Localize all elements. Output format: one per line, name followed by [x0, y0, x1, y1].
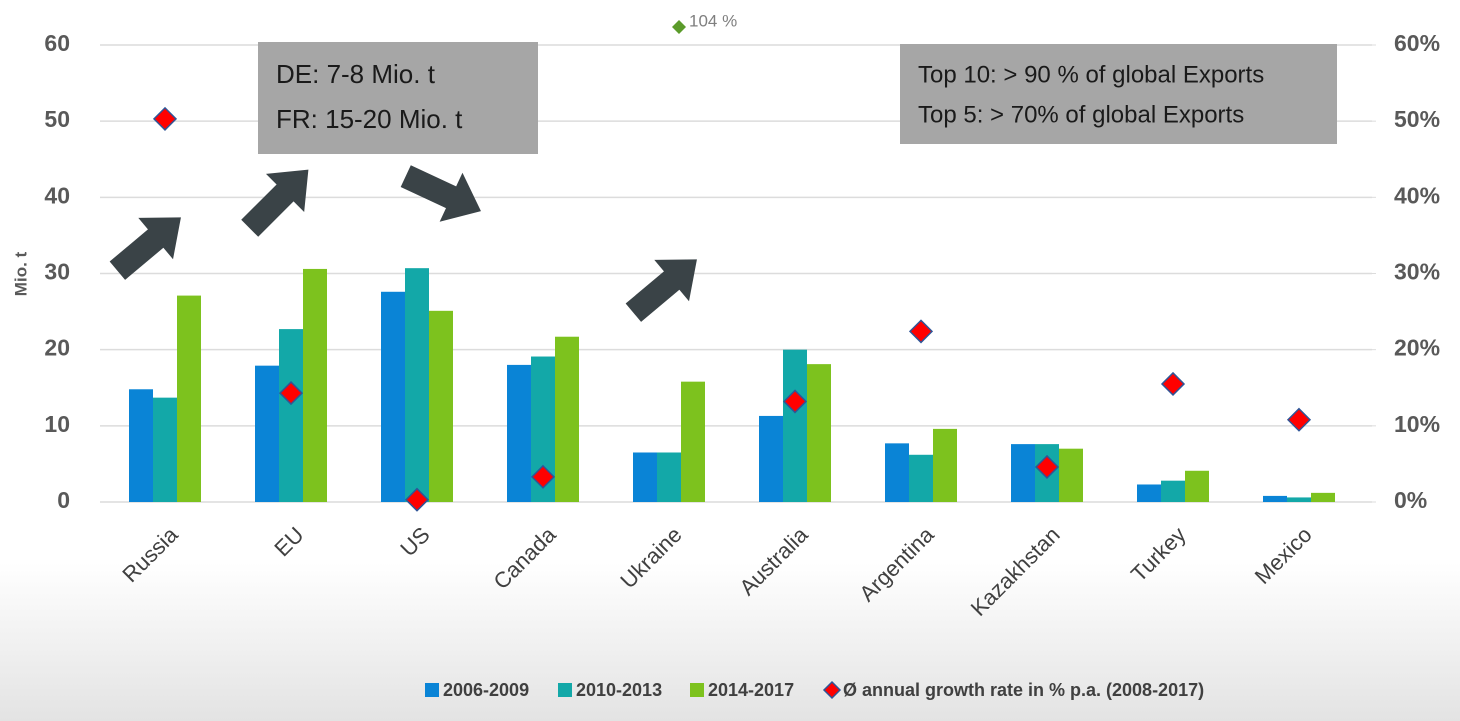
bar — [783, 349, 807, 502]
bar — [129, 389, 153, 502]
y2-tick-label: 20% — [1394, 335, 1440, 361]
y2-tick-label: 50% — [1394, 106, 1440, 132]
y2-tick-label: 0% — [1394, 487, 1427, 513]
y-tick-label: 60 — [44, 30, 70, 56]
y-tick-label: 30 — [44, 259, 70, 285]
bar — [429, 310, 453, 502]
annotation-box — [258, 42, 538, 154]
legend-swatch — [822, 680, 842, 700]
legend-swatch — [558, 683, 572, 697]
y-tick-label: 50 — [44, 106, 70, 132]
y2-tick-label: 10% — [1394, 411, 1440, 437]
marker — [530, 464, 556, 489]
bar — [681, 381, 705, 502]
legend-swatch — [690, 683, 704, 697]
legend: 2006-2009 2010-2013 2014-2017 Ø annual grow… — [425, 680, 1204, 700]
legend-swatch — [425, 683, 439, 697]
marker — [1034, 454, 1060, 480]
bar — [633, 452, 657, 502]
marker — [782, 389, 808, 414]
marker — [1286, 407, 1312, 432]
bar — [279, 329, 303, 502]
bar — [1011, 444, 1035, 502]
bar — [657, 452, 681, 502]
y-tick-label: 10 — [44, 411, 70, 437]
bar — [1185, 470, 1209, 502]
marker — [908, 319, 934, 344]
bar — [255, 365, 279, 502]
bar — [807, 364, 831, 502]
bar — [177, 295, 201, 502]
marker — [404, 487, 430, 512]
bar — [1287, 497, 1311, 502]
bar — [1137, 484, 1161, 502]
overflow-marker — [672, 20, 686, 34]
bar — [303, 268, 327, 502]
bar — [1263, 495, 1287, 502]
y-tick-label: 0 — [57, 487, 70, 513]
annotation-text: DE: 7-8 Mio. t — [276, 59, 436, 89]
bar — [1161, 480, 1185, 502]
bar — [759, 415, 783, 502]
bar — [1311, 492, 1335, 502]
bar — [885, 443, 909, 502]
bar — [555, 336, 579, 502]
y-axis-label: Mio. t — [11, 251, 30, 296]
y-tick-label: 40 — [44, 182, 70, 208]
legend-label: 2006-2009 — [443, 680, 529, 700]
y2-tick-label: 30% — [1394, 259, 1440, 285]
marker — [278, 381, 304, 406]
marker — [152, 106, 178, 131]
annotation-text: Top 10: > 90 % of global Exports — [918, 61, 1264, 88]
annotation-text: Top 5: > 70% of global Exports — [918, 101, 1244, 128]
bar — [381, 291, 405, 502]
value-label: 104 % — [689, 11, 737, 30]
bar — [405, 268, 429, 502]
bar — [933, 428, 957, 502]
bar — [507, 364, 531, 502]
bar — [909, 454, 933, 502]
bar — [153, 397, 177, 502]
marker — [1160, 371, 1186, 397]
annotation-box — [900, 44, 1337, 144]
legend-label: 2014-2017 — [708, 680, 794, 700]
y2-tick-label: 60% — [1394, 30, 1440, 56]
legend-label: 2010-2013 — [576, 680, 662, 700]
y2-tick-label: 40% — [1394, 182, 1440, 208]
bar — [1059, 448, 1083, 502]
y-tick-label: 20 — [44, 335, 70, 361]
annotation-text: FR: 15-20 Mio. t — [276, 104, 463, 134]
legend-label: Ø annual growth rate in % p.a. (2008-201… — [843, 680, 1204, 700]
